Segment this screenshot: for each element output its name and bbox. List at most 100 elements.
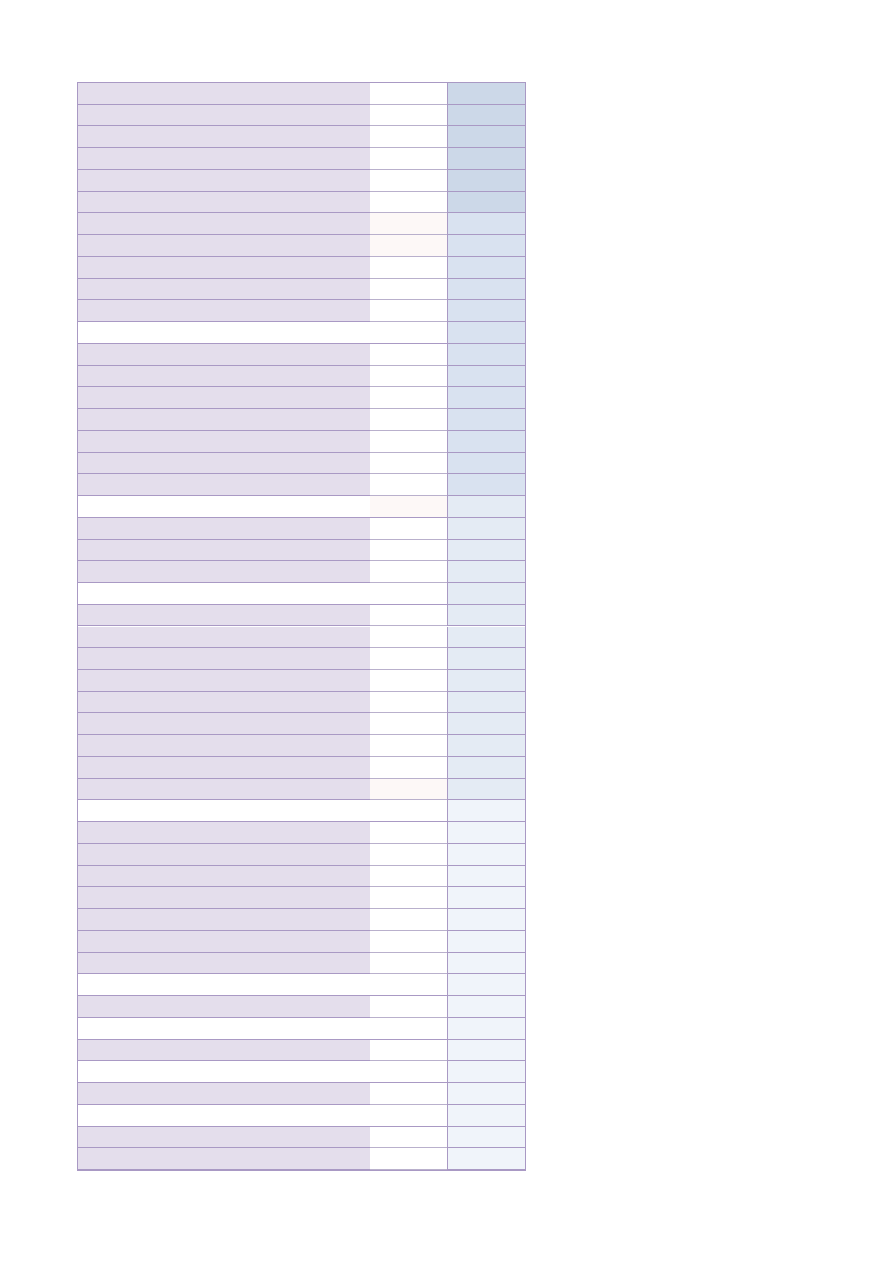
table-cell: [78, 496, 370, 518]
table-cell: [78, 691, 370, 714]
table-cell: [78, 583, 370, 605]
table-cell: [78, 887, 370, 910]
table-row: [78, 104, 525, 127]
table-cell: [78, 1017, 370, 1040]
table-cell: [78, 300, 370, 323]
table-cell: [447, 409, 525, 431]
table-cell: [447, 952, 525, 975]
table-row: [78, 322, 525, 344]
table-row: [78, 1083, 525, 1105]
table-row: [78, 1104, 525, 1127]
table-cell: [370, 409, 447, 431]
table-cell: [370, 169, 447, 192]
table-row: [78, 235, 525, 257]
table-row: [78, 800, 525, 823]
table-row: [78, 974, 525, 997]
table-cell: [78, 1061, 370, 1084]
table-cell: [370, 1148, 447, 1170]
table-cell: [78, 409, 370, 431]
table-cell: [447, 691, 525, 714]
table-cell: [370, 387, 447, 410]
table-cell: [370, 474, 447, 497]
table-row: [78, 691, 525, 714]
table-cell: [78, 322, 370, 344]
table-cell: [447, 822, 525, 844]
table-cell: [370, 278, 447, 301]
table-cell: [370, 735, 447, 757]
table-cell: [447, 583, 525, 605]
table-cell: [78, 604, 370, 627]
table-row: [78, 148, 525, 170]
table-row: [78, 83, 525, 105]
table-cell: [447, 909, 525, 931]
table-cell: [370, 583, 447, 605]
table-row: [78, 930, 525, 953]
table-cell: [78, 996, 370, 1018]
table-cell: [447, 191, 525, 214]
table-cell: [447, 235, 525, 257]
table-row: [78, 996, 525, 1018]
table-row: [78, 343, 525, 366]
table-cell: [447, 669, 525, 692]
table-cell: [78, 1148, 370, 1170]
table-cell: [78, 104, 370, 127]
table-row: [78, 430, 525, 453]
table-cell: [370, 430, 447, 453]
table-cell: [370, 930, 447, 953]
table-cell: [370, 996, 447, 1018]
table-cell: [78, 974, 370, 997]
table-cell: [370, 1017, 447, 1040]
table-row: [78, 409, 525, 431]
table-row: [78, 169, 525, 192]
table-cell: [447, 169, 525, 192]
table-row: [78, 561, 525, 583]
table-cell: [78, 517, 370, 540]
table-cell: [447, 278, 525, 301]
table-row: [78, 713, 525, 736]
table-cell: [447, 865, 525, 888]
table-row: [78, 496, 525, 518]
table-cell: [78, 909, 370, 931]
table-cell: [78, 1126, 370, 1149]
table-row: [78, 648, 525, 670]
table-cell: [78, 430, 370, 453]
table-cell: [370, 300, 447, 323]
table-row: [78, 126, 525, 149]
table-cell: [370, 496, 447, 518]
table-cell: [447, 1017, 525, 1040]
table-cell: [447, 1061, 525, 1084]
table-cell: [447, 148, 525, 170]
table-row: [78, 365, 525, 388]
table-row: [78, 256, 525, 279]
table-cell: [370, 887, 447, 910]
table-cell: [447, 430, 525, 453]
table-cell: [78, 1104, 370, 1127]
table-cell: [447, 1126, 525, 1149]
table-cell: [447, 930, 525, 953]
table-cell: [370, 452, 447, 475]
table-row: [78, 887, 525, 910]
table-cell: [370, 713, 447, 736]
table-cell: [78, 843, 370, 866]
table-row: [78, 213, 525, 236]
table-cell: [447, 648, 525, 670]
table-cell: [447, 343, 525, 366]
table-cell: [370, 648, 447, 670]
table-cell: [370, 83, 447, 105]
table-cell: [370, 604, 447, 627]
table-cell: [78, 756, 370, 779]
table-row: [78, 626, 525, 649]
table-cell: [447, 1148, 525, 1170]
table-cell: [370, 235, 447, 257]
table-row: [78, 474, 525, 497]
table-cell: [447, 452, 525, 475]
table-cell: [78, 561, 370, 583]
table-cell: [447, 800, 525, 823]
table-cell: [370, 1104, 447, 1127]
table-cell: [447, 517, 525, 540]
table-cell: [78, 148, 370, 170]
table-cell: [447, 496, 525, 518]
table-cell: [78, 952, 370, 975]
table-row: [78, 909, 525, 931]
